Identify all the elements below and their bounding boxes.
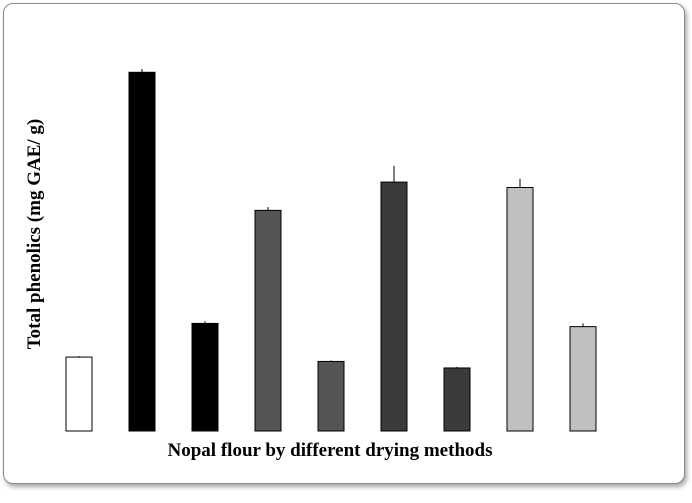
bar-2 <box>128 71 156 432</box>
bar-1 <box>65 356 93 432</box>
bar-3 <box>191 322 219 432</box>
bar-4 <box>254 209 282 432</box>
bar-9 <box>569 326 597 432</box>
x-axis-label: Nopal flour by different drying methods <box>168 440 493 461</box>
bar-5 <box>317 360 345 432</box>
bars-layer <box>65 69 597 432</box>
bar-6 <box>380 181 408 432</box>
y-axis-label: Total phenolics (mg GAE/ g) <box>24 119 45 350</box>
bar-7 <box>443 367 471 432</box>
bar-8 <box>506 187 534 432</box>
